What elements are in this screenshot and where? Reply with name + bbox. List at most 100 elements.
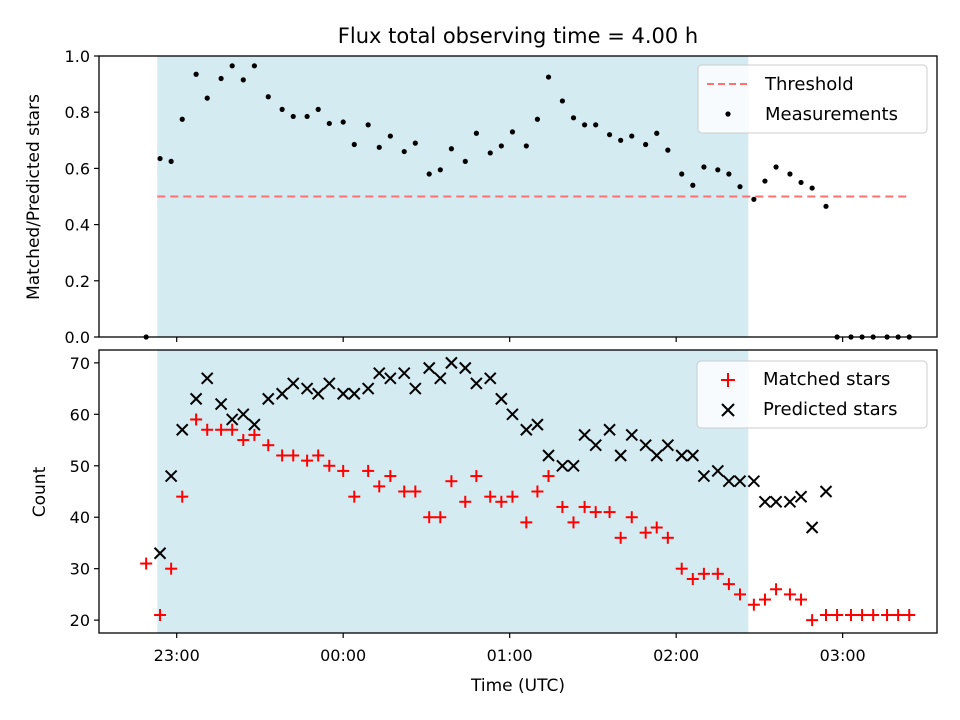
predicted-star-point [722, 475, 736, 488]
matched-star-point [140, 557, 153, 570]
matched-star-point [323, 459, 336, 472]
predicted-star-point [794, 490, 808, 503]
measurement-point [290, 113, 296, 120]
legend-threshold-label: Threshold [764, 74, 854, 95]
top-legend: Threshold Measurements [697, 64, 928, 134]
matched-star-point [384, 470, 397, 483]
matched-star-point [531, 485, 544, 498]
matched-star-point [892, 608, 905, 621]
measurement-point [498, 143, 504, 149]
matched-star-point [844, 608, 857, 621]
legend-measurements-label: Measurements [765, 104, 898, 125]
measurement-point [559, 98, 565, 104]
matched-star-point [733, 588, 746, 601]
matched-star-point [337, 464, 350, 477]
matched-star-point [165, 562, 178, 575]
predicted-star-point [686, 449, 700, 462]
predicted-star-point [758, 495, 772, 508]
top-y-tick-label: 0.4 [65, 216, 90, 235]
measurement-point [315, 106, 321, 112]
bottom-observing-window-band [157, 350, 749, 633]
matched-star-point [806, 614, 819, 627]
legend-predicted-marker [721, 403, 735, 417]
predicted-star-point [578, 428, 591, 442]
measurement-point [509, 129, 516, 135]
top-y-tick-label: 0.8 [65, 103, 90, 122]
matched-star-point [831, 608, 844, 621]
matched-star-point [856, 608, 869, 621]
top-y-tick-label: 0.6 [65, 159, 90, 178]
measurement-point [593, 122, 599, 128]
x-tick-label: 01:00 [487, 646, 533, 665]
measurement-point [251, 63, 257, 69]
measurement-point [204, 95, 210, 101]
matched-star-point [215, 423, 228, 436]
matched-star-point [423, 511, 436, 524]
measurement-point [726, 171, 732, 177]
predicted-star-point [176, 423, 189, 436]
measurement-point [179, 116, 185, 122]
measurement-point [762, 178, 768, 184]
measurement-point [629, 133, 635, 139]
matched-star-point [795, 593, 808, 606]
measurement-point [751, 196, 757, 202]
predicted-star-point [384, 372, 397, 385]
top-y-tick-label: 1.0 [65, 47, 90, 66]
measurement-point [448, 146, 455, 152]
predicted-star-point [336, 387, 350, 400]
matched-star-point [470, 470, 483, 483]
matched-star-point [867, 608, 880, 621]
matched-star-point [495, 495, 508, 508]
matched-star-point [287, 449, 300, 462]
predicted-star-point [323, 377, 336, 390]
predicted-star-point [201, 372, 214, 385]
matched-star-point [675, 562, 688, 575]
predicted-star-point [445, 356, 458, 370]
predicted-star-point [733, 475, 747, 488]
measurement-point [701, 164, 707, 170]
matched-star-point [722, 578, 735, 591]
matched-star-point [237, 434, 250, 447]
matched-star-point [520, 516, 533, 529]
measurement-point [534, 116, 541, 122]
bottom-y-tick-label: 20 [70, 611, 90, 630]
predicted-star-point [783, 495, 797, 508]
predicted-star-point [312, 387, 325, 400]
predicted-star-point [747, 475, 761, 488]
matched-star-point [484, 490, 497, 503]
measurement-point [570, 115, 577, 121]
predicted-star-point [661, 438, 675, 452]
matched-star-point [903, 608, 916, 621]
measurement-point [823, 203, 829, 209]
matched-star-point [154, 608, 167, 621]
x-tick-label: 02:00 [653, 646, 699, 665]
predicted-star-point [531, 418, 544, 431]
predicted-star-point [556, 459, 569, 472]
measurement-point [365, 122, 371, 128]
measurement-point [304, 113, 310, 120]
measurement-point [523, 143, 529, 149]
predicted-star-point [225, 413, 239, 426]
measurement-point [387, 133, 393, 139]
matched-star-point [276, 449, 289, 462]
predicted-star-point [189, 392, 203, 406]
bottom-y-tick-label: 30 [70, 560, 90, 579]
measurement-point [376, 144, 382, 150]
predicted-star-point [248, 418, 261, 431]
predicted-star-point [262, 392, 275, 406]
legend-measurements-marker [725, 111, 731, 117]
predicted-star-point [409, 382, 422, 395]
matched-star-point [262, 439, 275, 452]
matched-star-point [567, 516, 580, 529]
measurement-point [690, 182, 696, 188]
measurement-point [737, 184, 743, 190]
matched-star-point [686, 572, 699, 585]
measurement-point [487, 150, 493, 156]
matched-star-point [312, 449, 325, 462]
legend-matched-marker [721, 373, 735, 387]
predicted-star-point [603, 423, 616, 436]
x-axis-label: Time (UTC) [470, 676, 565, 696]
matched-star-point [556, 500, 569, 513]
predicted-star-point [819, 485, 833, 498]
